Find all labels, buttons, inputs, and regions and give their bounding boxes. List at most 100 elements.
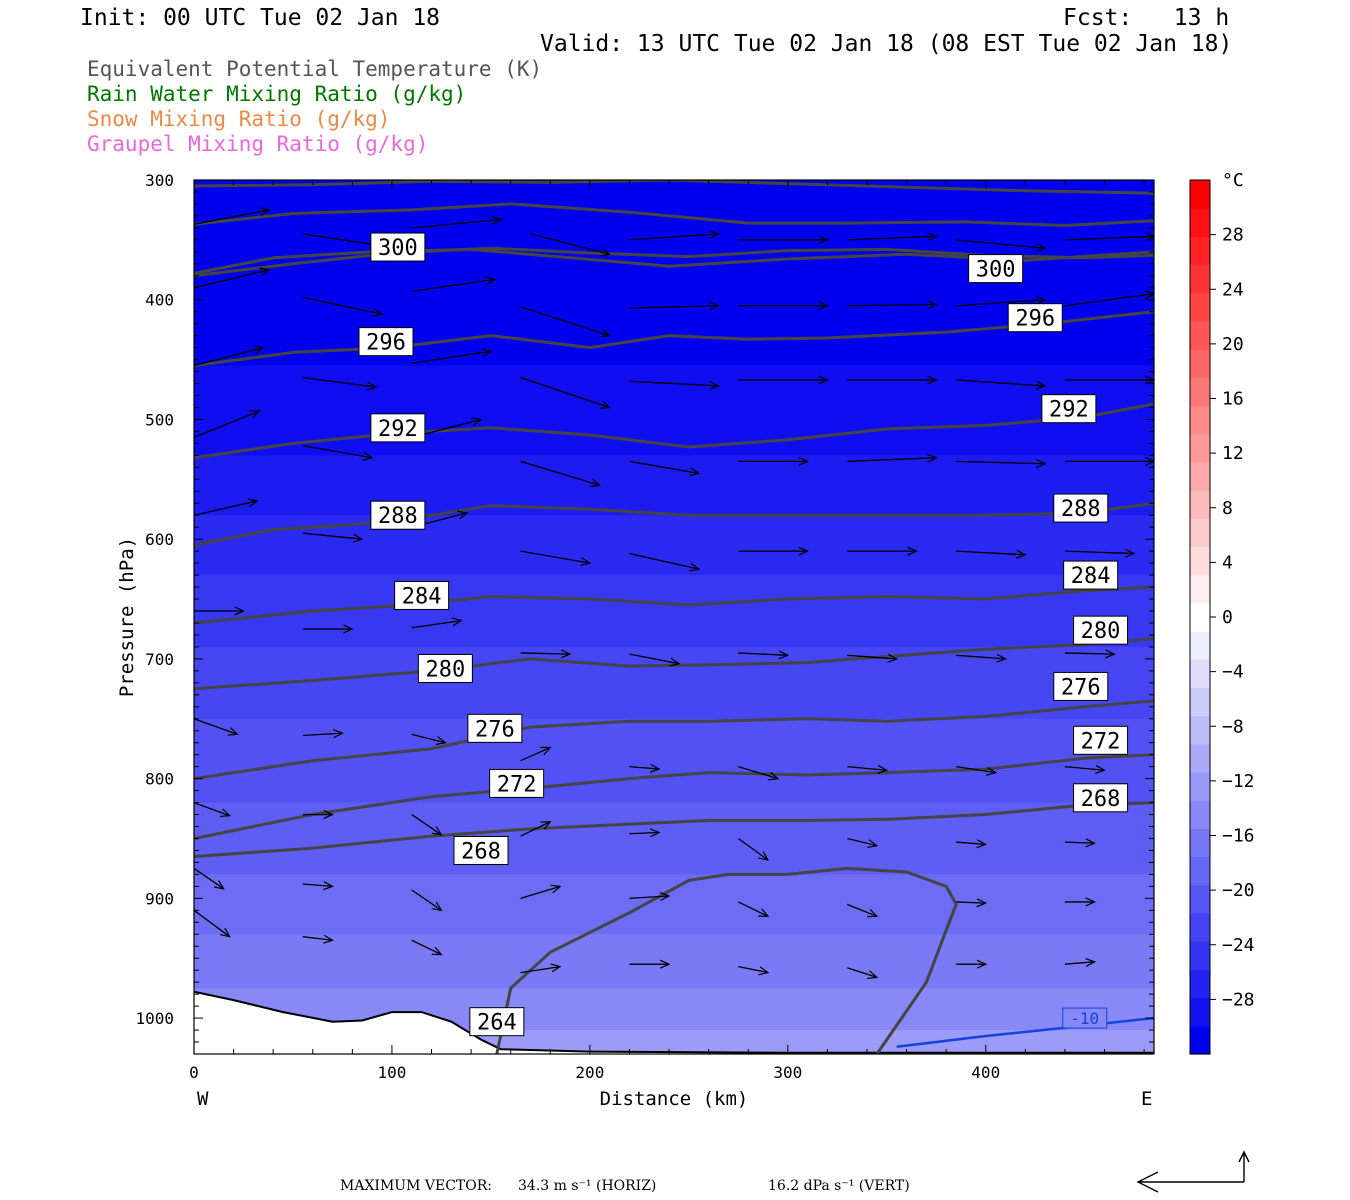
colorbar-swatch [1190,941,1210,971]
wind-vector [629,653,678,664]
max-vector-vert: 16.2 dPa s⁻¹ (VERT) [768,1178,910,1194]
temp-contour-label: -10 [1062,1007,1108,1029]
wind-vector [411,733,446,742]
colorbar-tick-label: −16 [1222,826,1255,847]
forecast-hour: Fcst: 13 h [1063,5,1230,31]
colorbar-swatch [1190,602,1210,632]
y-tick-label: 1000 [135,1009,174,1028]
wind-vector [629,896,669,898]
colorbar-swatch [1190,236,1210,266]
theta-e-label: 264 [469,1007,525,1037]
colorbar-tick-label: −8 [1222,716,1244,737]
legend-theta-e: Equivalent Potential Temperature (K) [87,57,543,81]
x-tick-label: 200 [575,1063,604,1082]
max-vector-horiz: 34.3 m s⁻¹ (HORIZ) [518,1178,657,1194]
theta-e-label-box [1073,725,1129,755]
wind-vector [847,236,936,240]
theta-e-label-text: 288 [378,504,418,529]
colorbar-swatch [1190,208,1210,237]
colorbar-tick-label: −4 [1222,662,1244,683]
theta-e-label-box [1053,493,1109,523]
colorbar-tick-label: 0 [1222,607,1233,628]
theta-e-label-text: 276 [1061,675,1101,700]
x-tick-label: 0 [189,1063,199,1082]
x-axis-title: Distance (km) [600,1088,749,1110]
wind-vector [302,376,376,388]
init-time: Init: 00 UTC Tue 02 Jan 18 [80,5,441,31]
theta-e-contour-272 [194,753,1154,840]
wind-vector [520,967,561,974]
wind-vector [520,748,551,762]
theta-e-label-box [394,580,450,610]
colorbar-swatch [1190,490,1210,519]
colorbar-swatch [1190,997,1210,1027]
wind-vector [847,655,896,659]
x-tick-label: 100 [377,1063,406,1082]
wind-vector [194,501,257,516]
colorbar-swatch [1190,574,1210,604]
wind-vector [530,233,609,254]
theta-e-label-box [1073,783,1129,813]
colorbar-swatch [1190,320,1210,350]
terrain [194,991,1154,1054]
theta-e-contour-264 [495,866,958,1054]
wind-vector [520,653,570,654]
east-label: E [1141,1088,1152,1110]
temp-band [194,874,1154,936]
colorbar-tick-label: 20 [1222,334,1244,355]
theta-e-label: 280 [417,653,473,683]
colorbar-swatch [1190,828,1210,858]
temp-contour-label-text: -10 [1070,1009,1099,1028]
colorbar-tick-label: 12 [1222,443,1244,464]
wind-vector [411,279,495,292]
plot-frame [193,179,1155,1055]
theta-e-label: 300 [370,232,426,262]
wind-vector [302,532,362,539]
theta-e-contour-268 [194,801,1154,858]
theta-e-label-text: 272 [1081,729,1121,754]
wind-vector [629,552,698,570]
x-tick-label: 400 [971,1063,1000,1082]
wind-vector [302,937,333,941]
wind-vector [956,461,1045,463]
theta-e-label-text: 300 [976,258,1016,283]
colorbar-tick-label: −24 [1222,935,1255,956]
wind-vector [302,733,343,735]
y-tick-label: 900 [145,889,174,908]
wind-vector [1064,962,1095,964]
theta-e-label: 288 [1053,493,1109,523]
temp-contour-line [896,1016,1154,1049]
colorbar-tick-label: 24 [1222,279,1244,300]
theta-e-label: 280 [1073,615,1129,645]
theta-e-label-text: 292 [378,417,418,442]
wind-vector [1064,294,1154,307]
wind-vector [520,822,551,837]
temp-band [194,455,1154,517]
theta-e-contour-276 [194,699,1154,781]
wind-vector [411,621,461,629]
theta-e-label: 272 [1073,725,1129,755]
theta-e-contour-288 [194,501,1154,547]
theta-e-label: 292 [370,413,426,443]
wind-vector [520,886,561,899]
wind-vector [629,460,698,473]
colorbar-swatch [1190,292,1210,322]
theta-e-label-box [968,254,1024,284]
west-label: W [197,1088,209,1110]
theta-e-label: 300 [968,254,1024,284]
wind-vector [956,379,1045,386]
wind-vector [847,305,936,306]
wind-vector [629,833,659,834]
wind-vector [194,411,259,439]
theta-e-contour-284 [194,585,1154,625]
colorbar-tick-label: −28 [1222,989,1255,1010]
wind-vector [738,766,778,779]
colorbar-swatch [1190,884,1210,914]
temp-band [194,646,1154,720]
theta-e-label-box [370,413,426,443]
wind-vector [956,842,986,844]
wind-vector [846,967,877,978]
theta-e-label-text: 284 [402,584,442,609]
colorbar-swatch [1190,631,1210,660]
wind-vector [629,767,659,769]
